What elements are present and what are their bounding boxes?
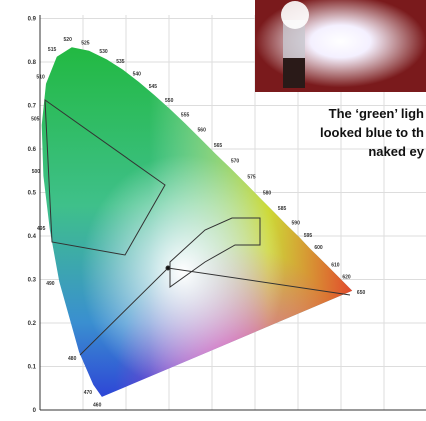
wavelength-label: 650 <box>357 290 366 296</box>
wavelength-label: 490 <box>46 281 55 287</box>
y-axis-label: 0.8 <box>28 60 37 66</box>
wavelength-label: 560 <box>198 128 207 134</box>
wavelength-label: 580 <box>263 190 272 196</box>
regions <box>44 98 351 356</box>
y-axis-label: 0.2 <box>28 321 37 327</box>
wavelength-label: 550 <box>165 98 174 104</box>
wavelength-label: 565 <box>214 143 223 149</box>
y-axis-label: 0.6 <box>28 147 37 153</box>
y-axis-label: 0.3 <box>28 278 37 284</box>
wavelength-label: 535 <box>116 59 125 65</box>
wavelength-label: 570 <box>231 159 240 165</box>
y-axis-label: 0.9 <box>28 17 37 23</box>
wavelength-label: 545 <box>149 84 158 90</box>
region-green <box>44 98 166 256</box>
wavelength-label: 530 <box>99 49 108 55</box>
wavelength-label: 500 <box>32 169 41 175</box>
y-axis-label: 0.4 <box>28 234 37 240</box>
wavelength-label: 515 <box>48 47 57 53</box>
point <box>165 265 171 271</box>
wavelength-label: 510 <box>36 75 45 81</box>
wavelength-label: 470 <box>84 390 93 396</box>
wavelength-label: 540 <box>133 71 142 77</box>
wavelength-label: 600 <box>314 245 323 251</box>
wavelength-label: 505 <box>31 117 40 123</box>
y-axis-label: 0.5 <box>28 191 37 197</box>
y-axis-label: 0 <box>33 408 37 414</box>
caption-line: naked ey <box>368 144 424 159</box>
wavelength-label: 610 <box>331 263 340 269</box>
wavelength-label: 590 <box>292 220 301 226</box>
wavelength-label: 555 <box>181 112 190 118</box>
wavelength-label: 525 <box>81 40 90 46</box>
wavelength-label: 620 <box>342 275 351 281</box>
wavelength-label: 575 <box>247 175 256 181</box>
wavelength-label: 495 <box>37 226 46 232</box>
wavelength-label: 460 <box>93 403 102 409</box>
y-axis-label: 0.1 <box>28 365 37 371</box>
wavelength-label: 595 <box>304 233 313 239</box>
wavelength-label: 520 <box>64 37 73 43</box>
wavelength-label: 585 <box>278 206 287 212</box>
wavelength-label: 480 <box>68 356 77 362</box>
caption-line: looked blue to th <box>320 125 424 140</box>
y-axis-label: 0.7 <box>28 104 37 110</box>
caption-line: The ‘green’ ligh <box>329 106 424 121</box>
photo-inset <box>255 0 426 92</box>
region-white <box>169 217 261 288</box>
